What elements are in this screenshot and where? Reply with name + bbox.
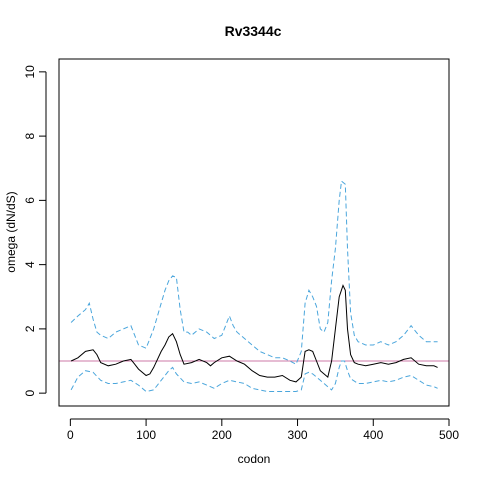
y-tick-label: 0 xyxy=(23,389,37,396)
x-axis-label: codon xyxy=(238,452,271,466)
y-axis: 0 2 4 6 8 10 xyxy=(23,65,47,396)
y-tick-label: 8 xyxy=(23,132,37,139)
series-line-0 xyxy=(70,284,438,383)
y-tick-label: 6 xyxy=(23,197,37,204)
y-axis-label: omega (dN/dS) xyxy=(4,191,18,272)
x-tick-label: 500 xyxy=(439,428,459,442)
chart-title: Rv3344c xyxy=(225,23,282,39)
series-line-interval-1 xyxy=(70,180,438,365)
plot-frame xyxy=(58,58,450,407)
x-tick-label: 200 xyxy=(212,428,232,442)
plot-area xyxy=(59,180,449,393)
x-axis: 0 100 200 300 400 500 xyxy=(67,418,459,442)
series-line-interval-2 xyxy=(70,360,438,393)
x-tick-label: 300 xyxy=(288,428,308,442)
y-tick-label: 2 xyxy=(23,325,37,332)
x-tick-label: 0 xyxy=(67,428,74,442)
x-tick-label: 100 xyxy=(136,428,156,442)
x-tick-label: 400 xyxy=(363,428,383,442)
y-tick-label: 10 xyxy=(23,65,37,79)
y-tick-label: 4 xyxy=(23,261,37,268)
